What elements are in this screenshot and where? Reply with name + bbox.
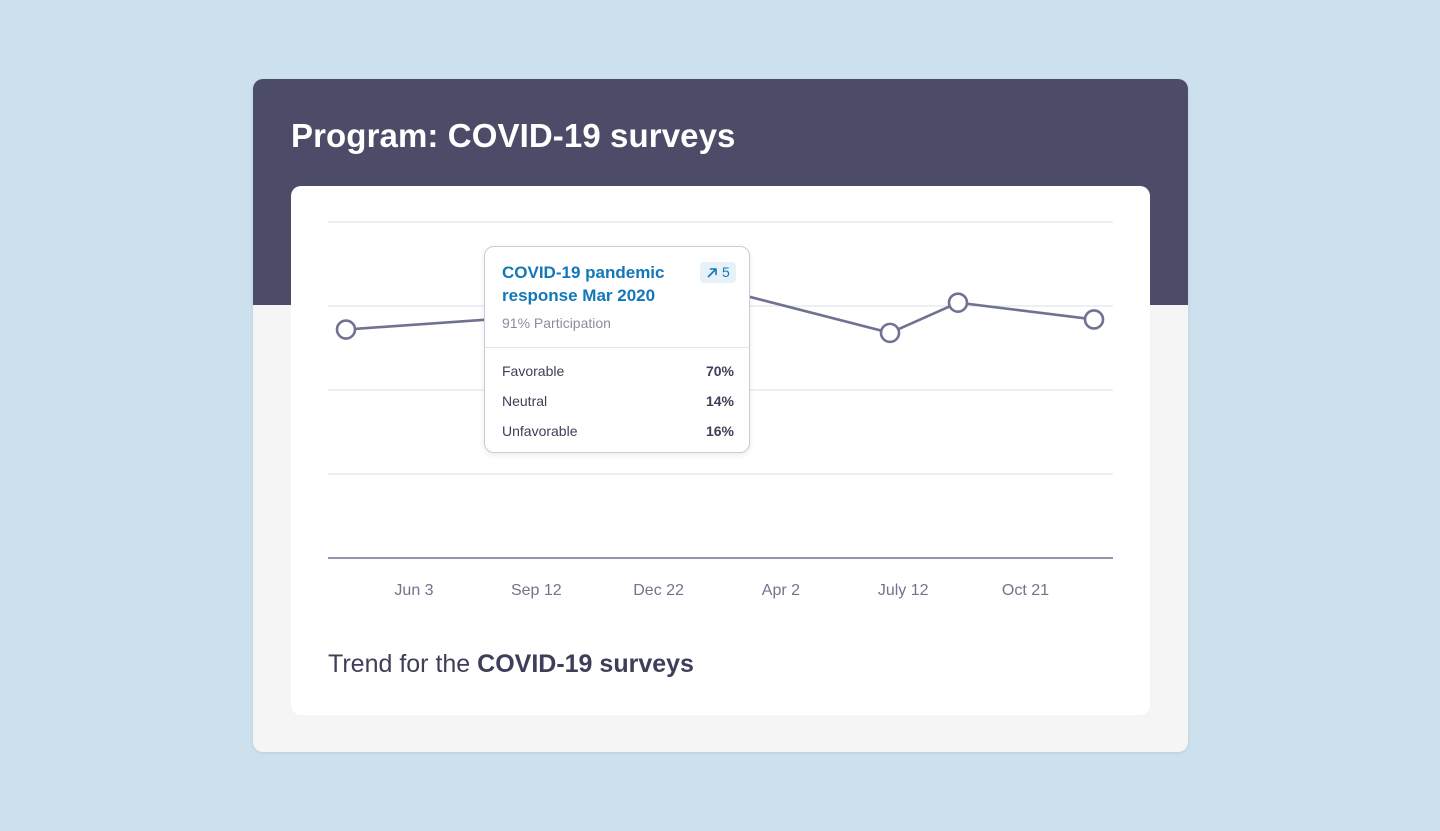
chart-caption: Trend for the COVID-19 surveys (328, 647, 694, 681)
data-point-tooltip: COVID-19 pandemic response Mar 2020 5 91… (484, 246, 750, 453)
caption-program-name: COVID-19 surveys (477, 650, 694, 678)
program-card: Program: COVID-19 surveys Jun 3 Sep 12 Dec… (253, 79, 1188, 752)
x-tick-label: Apr 2 (762, 582, 800, 599)
participation-text: 91% Participation (502, 315, 611, 331)
x-tick-label: Jun 3 (394, 582, 433, 599)
x-tick-label: July 12 (878, 582, 929, 599)
chart-panel: Jun 3 Sep 12 Dec 22 Apr 2 July 12 Oct 21 COVI… (291, 186, 1150, 715)
x-tick-label: Oct 21 (1002, 582, 1049, 599)
tooltip-divider (485, 347, 749, 348)
neutral-row: Neutral 14% (502, 391, 734, 411)
x-tick-label: Dec 22 (633, 582, 684, 599)
x-axis: Jun 3 Sep 12 Dec 22 Apr 2 July 12 Oct 21 (328, 557, 1113, 599)
data-point[interactable] (879, 322, 901, 344)
neutral-label: Neutral (502, 393, 548, 409)
unfavorable-value: 16% (705, 423, 734, 439)
caption-prefix: Trend for the (328, 650, 471, 678)
favorable-label: Favorable (502, 363, 565, 379)
tooltip-title[interactable]: COVID-19 pandemic response Mar 2020 (502, 263, 665, 305)
trend-badge-value: 5 (722, 264, 730, 280)
arrow-up-right-icon (707, 268, 717, 278)
card-title: Program: COVID-19 surveys (291, 117, 736, 154)
favorable-value: 70% (705, 363, 734, 379)
data-point[interactable] (1083, 309, 1105, 330)
x-tick-label: Sep 12 (511, 582, 562, 599)
unfavorable-label: Unfavorable (502, 423, 578, 439)
trend-badge: 5 (700, 262, 736, 283)
data-point[interactable] (335, 319, 357, 340)
unfavorable-row: Unfavorable 16% (502, 421, 734, 441)
favorable-row: Favorable 70% (502, 361, 734, 381)
neutral-value: 14% (705, 393, 734, 409)
data-point[interactable] (947, 292, 969, 313)
